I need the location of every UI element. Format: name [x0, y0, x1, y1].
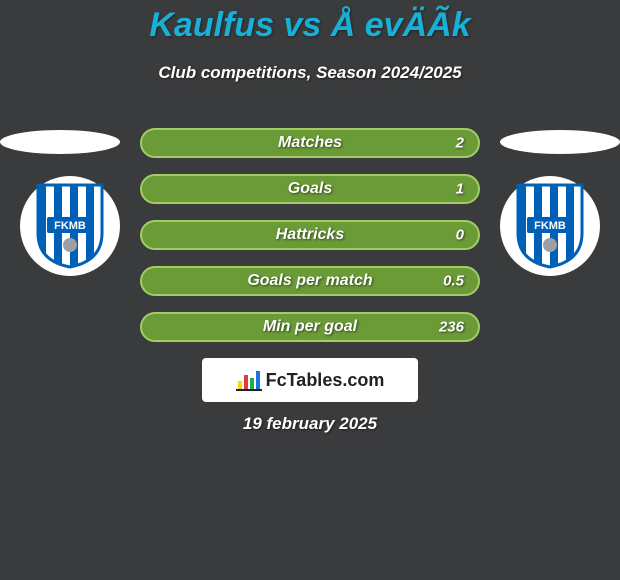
club-crest-icon: FKMB — [33, 183, 107, 269]
stat-bar-value-right: 236 — [439, 319, 464, 336]
stat-bar: Min per goal 236 — [140, 312, 480, 342]
subtitle: Club competitions, Season 2024/2025 — [0, 63, 620, 83]
page-title: Kaulfus vs Å evÄÃ­k — [0, 6, 620, 45]
stat-bar: Goals per match 0.5 — [140, 266, 480, 296]
stat-bar-label: Matches — [278, 134, 342, 152]
stat-bar-value-right: 0 — [456, 227, 464, 244]
date-line: 19 february 2025 — [0, 414, 620, 434]
avatar-placeholder-left — [0, 130, 120, 154]
stat-bar-label: Hattricks — [276, 226, 344, 244]
brand-box[interactable]: FcTables.com — [202, 358, 418, 402]
stat-bar: Matches 2 — [140, 128, 480, 158]
stat-bar-label: Goals — [288, 180, 332, 198]
stat-bar-label: Goals per match — [247, 272, 372, 290]
svg-text:FKMB: FKMB — [54, 220, 86, 232]
avatar-placeholder-right — [500, 130, 620, 154]
stat-bar-value-right: 0.5 — [443, 273, 464, 290]
club-badge-right: FKMB — [500, 176, 600, 276]
stat-bar: Hattricks 0 — [140, 220, 480, 250]
stat-bar-value-right: 1 — [456, 181, 464, 198]
bar-chart-icon — [236, 369, 262, 391]
stat-bar: Goals 1 — [140, 174, 480, 204]
club-crest-icon: FKMB — [513, 183, 587, 269]
stat-bars: Matches 2 Goals 1 Hattricks 0 Goals per match 0… — [140, 128, 480, 358]
svg-text:FKMB: FKMB — [534, 220, 566, 232]
stat-bar-value-right: 2 — [456, 135, 464, 152]
club-badge-left: FKMB — [20, 176, 120, 276]
brand-label: FcTables.com — [266, 370, 385, 391]
stat-bar-label: Min per goal — [263, 318, 357, 336]
